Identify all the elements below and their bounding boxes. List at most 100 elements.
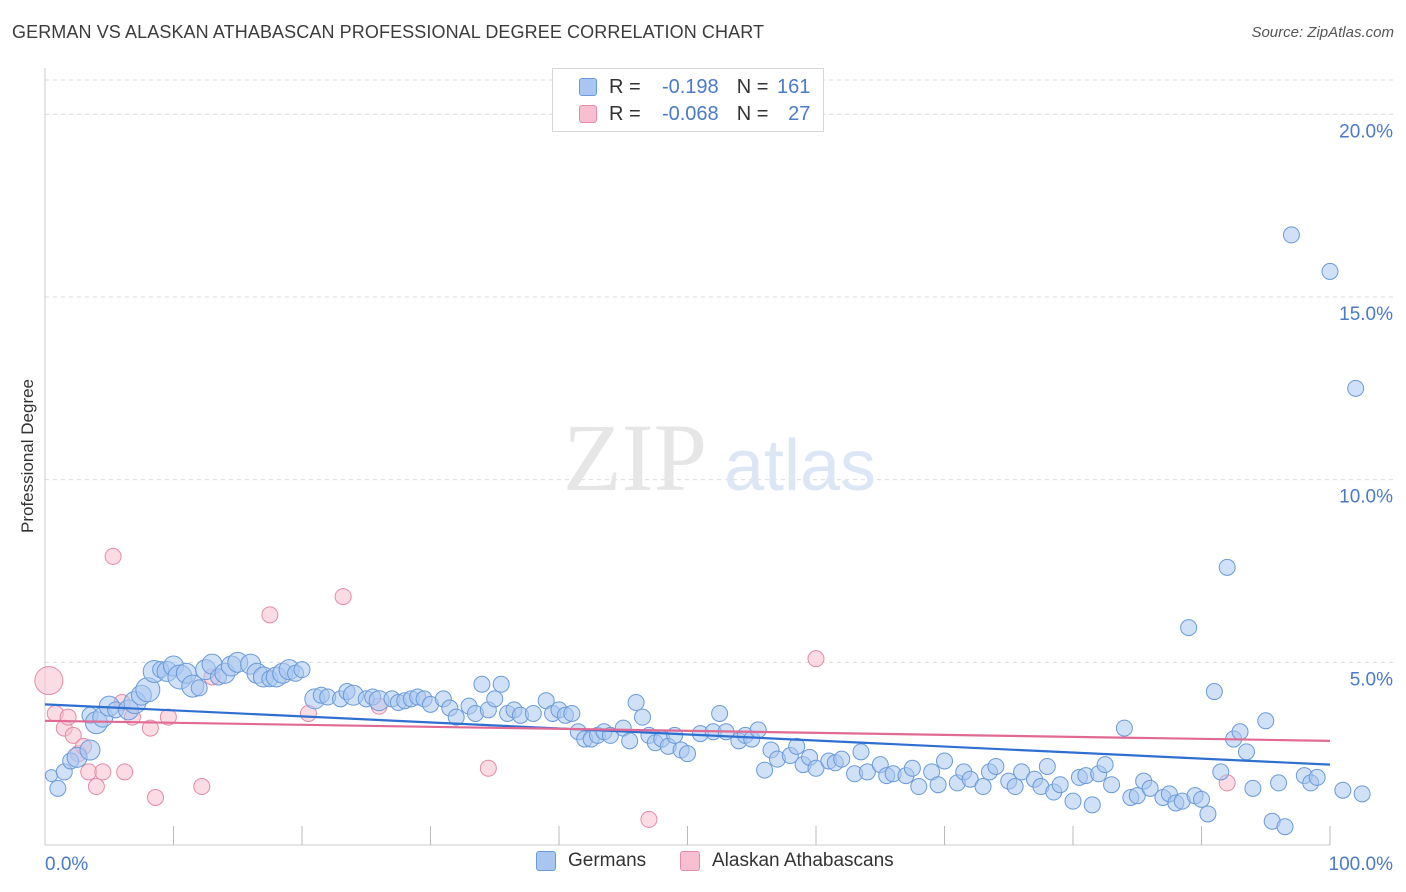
x-tick-label-min: 0.0% <box>45 854 88 875</box>
athabascan-point <box>34 666 64 696</box>
german-point <box>1257 712 1275 730</box>
german-point <box>903 759 921 777</box>
athabascans-trend-line <box>44 719 1331 742</box>
german-point <box>987 757 1005 775</box>
german-point <box>1237 743 1255 761</box>
german-point <box>627 694 645 712</box>
german-point <box>563 704 581 722</box>
german-point <box>929 776 947 794</box>
german-point <box>1199 805 1217 823</box>
german-point <box>79 739 101 761</box>
tick-labels: 5.0% 10.0% 15.0% 20.0% 0.0% 100.0% <box>45 121 1393 875</box>
german-point <box>1083 796 1101 814</box>
legend-r-value: -0.068 <box>661 102 719 125</box>
athabascan-point <box>64 726 82 744</box>
german-point <box>1282 226 1300 244</box>
german-point <box>1038 757 1056 775</box>
german-point <box>1231 723 1249 741</box>
germans-points <box>44 226 1371 836</box>
legend-swatch-pink <box>579 105 597 123</box>
grid-lines <box>45 79 1393 663</box>
german-point <box>44 769 58 783</box>
german-point <box>1308 768 1326 786</box>
german-point <box>807 759 825 777</box>
german-point <box>1334 781 1352 799</box>
athabascan-point <box>807 650 825 668</box>
legend-r-value: -0.198 <box>661 75 719 98</box>
chart-title: GERMAN VS ALASKAN ATHABASCAN PROFESSIONA… <box>12 22 765 42</box>
athabascan-point <box>640 810 658 828</box>
german-point <box>749 721 767 739</box>
german-point <box>961 770 979 788</box>
german-point <box>1013 763 1031 781</box>
watermark-zip: ZIP <box>563 404 707 511</box>
y-tick-label: 20.0% <box>1339 121 1393 142</box>
german-point <box>49 779 67 797</box>
german-point <box>447 708 465 726</box>
athabascan-point <box>116 763 134 781</box>
german-point <box>936 752 953 770</box>
y-tick-label: 15.0% <box>1339 304 1393 325</box>
athabascan-point <box>479 759 497 777</box>
german-point <box>833 750 851 768</box>
stats-legend: R = -0.198 N = 161 R = -0.068 N = 27 <box>552 68 824 132</box>
german-point <box>1276 818 1294 836</box>
german-point <box>910 778 928 796</box>
german-point <box>1064 792 1082 810</box>
y-tick-label: 5.0% <box>1350 669 1393 690</box>
athabascan-point <box>141 719 159 737</box>
german-point <box>293 661 311 679</box>
germans-trend-line <box>44 703 1331 766</box>
german-point <box>1193 790 1210 808</box>
source-credit: Source: ZipAtlas.com <box>1251 24 1394 41</box>
german-point <box>756 761 774 779</box>
athabascan-point <box>59 708 77 726</box>
german-point <box>974 778 992 796</box>
legend-item-athabascans: Alaskan Athabascans <box>680 850 894 872</box>
legend-swatch-germans <box>536 851 556 871</box>
legend-item-germans: Germans <box>536 850 646 872</box>
german-point <box>679 745 696 763</box>
german-point <box>1244 779 1262 797</box>
legend-row-germans: R = -0.198 N = 161 <box>553 74 810 100</box>
german-point <box>634 708 652 726</box>
german-point <box>1218 558 1236 576</box>
axes <box>44 68 1331 846</box>
german-point <box>852 743 870 761</box>
legend-r-label: R = <box>609 75 641 98</box>
legend-swatch-blue <box>579 78 597 96</box>
athabascan-point <box>261 606 279 624</box>
athabascan-point <box>87 778 105 796</box>
series-legend: Germans Alaskan Athabascans <box>0 850 1406 878</box>
german-point <box>1115 719 1133 737</box>
german-point <box>1096 756 1114 774</box>
athabascan-point <box>334 588 352 606</box>
german-point <box>1051 776 1069 794</box>
athabascan-point <box>94 763 112 781</box>
german-point <box>1353 785 1371 803</box>
german-point <box>190 679 208 697</box>
x-tick-label-max: 100.0% <box>1329 854 1394 875</box>
legend-n-label: N = <box>736 102 769 125</box>
german-point <box>621 732 639 750</box>
german-point <box>711 704 729 722</box>
german-point <box>858 763 876 781</box>
legend-swatch-athabascans <box>680 851 700 871</box>
german-point <box>1128 787 1146 805</box>
german-point <box>788 737 806 755</box>
german-point <box>1212 763 1230 781</box>
german-point <box>492 675 510 693</box>
german-point <box>1180 619 1198 637</box>
legend-n-value: 27 <box>788 102 811 125</box>
legend-r-label: R = <box>609 102 641 125</box>
legend-label-athabascans: Alaskan Athabascans <box>712 850 894 871</box>
athabascan-point <box>80 763 98 781</box>
watermark-atlas: atlas <box>724 426 876 506</box>
legend-label-germans: Germans <box>568 850 647 871</box>
german-point <box>1141 779 1159 797</box>
legend-n-value: 161 <box>777 75 811 98</box>
athabascan-point <box>147 789 165 807</box>
german-point <box>1103 776 1121 794</box>
athabascan-point <box>193 778 211 796</box>
